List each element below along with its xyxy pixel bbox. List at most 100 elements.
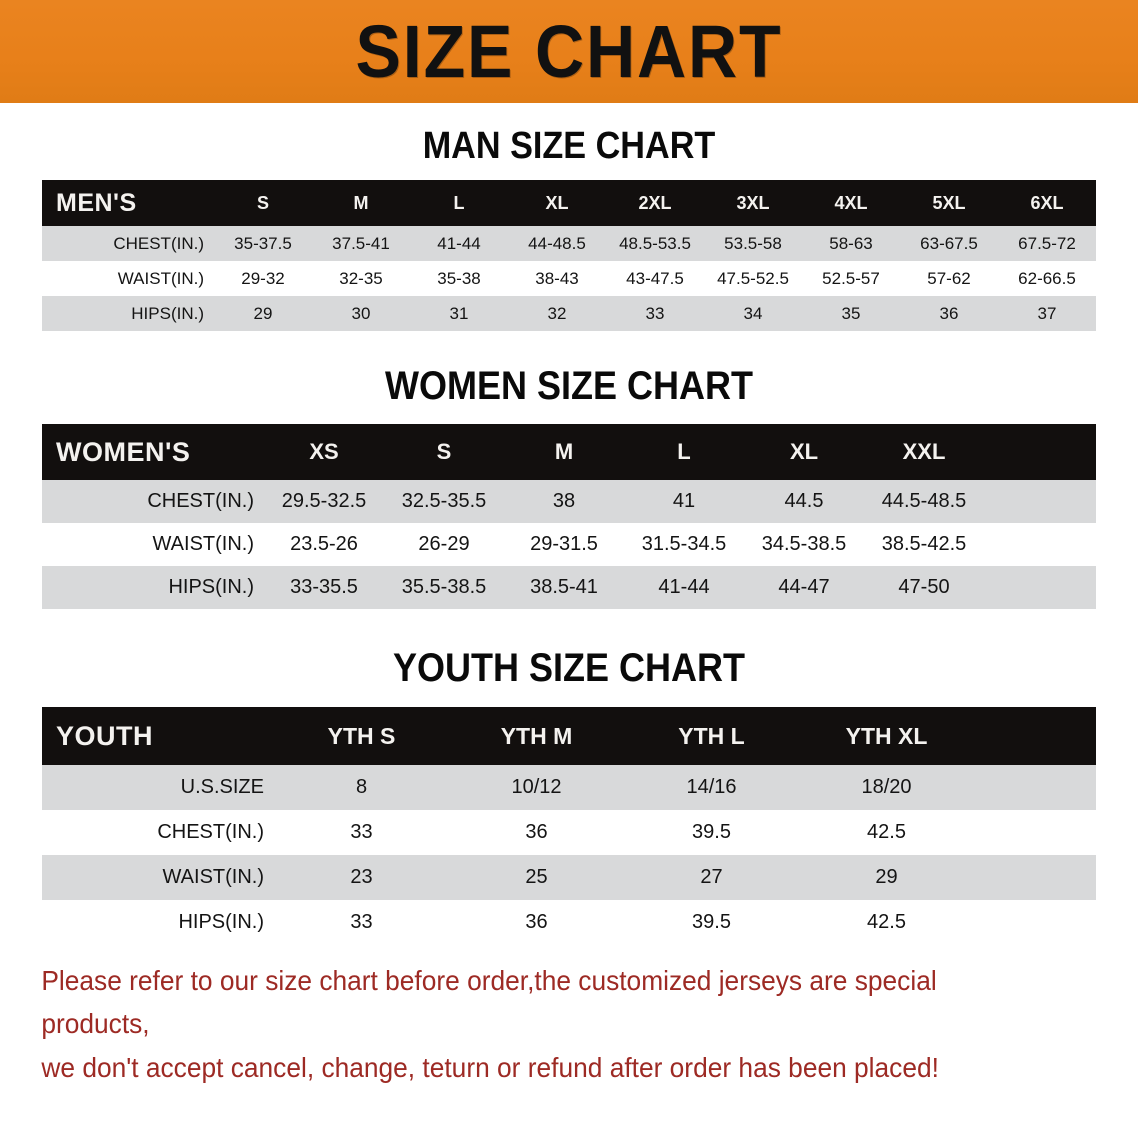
table-cell: 33 bbox=[350, 821, 373, 843]
table-cell: 41-44 bbox=[658, 576, 710, 598]
men-col-2xl: 2XL bbox=[638, 192, 672, 213]
men-col-3xl: 3XL bbox=[736, 192, 770, 213]
men-col-m: M bbox=[353, 192, 369, 213]
women-table-header-row: WOMEN'S XS S M L XL XXL bbox=[42, 424, 1096, 480]
women-section-heading: WOMEN SIZE CHART bbox=[385, 364, 753, 408]
youth-col-yth-m: YTH M bbox=[500, 722, 573, 749]
youth-header-label: YOUTH bbox=[56, 720, 153, 751]
table-cell: 34.5-38.5 bbox=[761, 533, 847, 555]
table-row: CHEST(IN.) 29.5-32.5 32.5-35.5 38 41 44.… bbox=[42, 480, 1096, 523]
table-cell: 29-32 bbox=[241, 268, 285, 288]
table-cell: 47-50 bbox=[898, 576, 950, 598]
table-cell-spacer bbox=[974, 765, 1096, 810]
table-cell: 38-43 bbox=[535, 268, 579, 288]
man-chart-wrap: MEN'S S M L XL 2XL 3XL 4XL 5XL 6XL CHEST… bbox=[0, 180, 1138, 331]
women-chart-wrap: WOMEN'S XS S M L XL XXL CHEST(IN.) 29.5-… bbox=[0, 424, 1138, 609]
table-cell: 67.5-72 bbox=[1018, 233, 1076, 253]
page-title: SIZE CHART bbox=[355, 9, 783, 93]
table-cell-spacer bbox=[984, 566, 1096, 609]
table-cell: 25 bbox=[525, 866, 548, 888]
men-col-l: L bbox=[453, 192, 465, 213]
table-cell: 53.5-58 bbox=[724, 233, 782, 253]
table-cell: 27 bbox=[700, 866, 723, 888]
table-cell: 23.5-26 bbox=[290, 533, 358, 555]
women-col-l: L bbox=[677, 439, 691, 464]
table-cell: 38.5-41 bbox=[530, 576, 598, 598]
table-row: WAIST(IN.) 23.5-26 26-29 29-31.5 31.5-34… bbox=[42, 523, 1096, 566]
women-header-label: WOMEN'S bbox=[56, 436, 191, 467]
table-cell: 29.5-32.5 bbox=[281, 490, 367, 512]
women-col-m: M bbox=[554, 439, 574, 464]
youth-table-header-row: YOUTH YTH S YTH M YTH L YTH XL bbox=[42, 707, 1096, 765]
table-cell: 42.5 bbox=[867, 911, 906, 933]
men-row-label-chest: CHEST(IN.) bbox=[113, 233, 204, 253]
table-cell: 58-63 bbox=[829, 233, 873, 253]
table-row: HIPS(IN.) 33-35.5 35.5-38.5 38.5-41 41-4… bbox=[42, 566, 1096, 609]
women-row-label-waist: WAIST(IN.) bbox=[152, 533, 254, 555]
table-cell-spacer bbox=[974, 900, 1096, 945]
table-cell: 29 bbox=[875, 866, 898, 888]
size-chart-banner: SIZE CHART bbox=[0, 0, 1138, 103]
table-cell: 39.5 bbox=[692, 821, 731, 843]
table-cell: 38 bbox=[552, 490, 576, 512]
table-cell: 29 bbox=[253, 303, 273, 323]
table-cell-spacer bbox=[984, 480, 1096, 523]
table-cell: 43-47.5 bbox=[626, 268, 684, 288]
youth-section-heading: YOUTH SIZE CHART bbox=[392, 646, 746, 690]
order-policy-disclaimer: Please refer to our size chart before or… bbox=[0, 959, 1070, 1089]
youth-row-label-hips: HIPS(IN.) bbox=[178, 911, 264, 933]
table-cell-spacer bbox=[984, 523, 1096, 566]
men-col-4xl: 4XL bbox=[834, 192, 868, 213]
table-cell: 32.5-35.5 bbox=[401, 490, 487, 512]
table-row: CHEST(IN.) 33 36 39.5 42.5 bbox=[42, 810, 1096, 855]
table-cell: 32 bbox=[547, 303, 567, 323]
youth-row-label-waist: WAIST(IN.) bbox=[162, 866, 264, 888]
men-row-label-hips: HIPS(IN.) bbox=[131, 303, 204, 323]
table-cell: 44-47 bbox=[778, 576, 830, 598]
table-cell: 57-62 bbox=[927, 268, 971, 288]
youth-col-spacer bbox=[974, 707, 1096, 765]
table-cell: 35.5-38.5 bbox=[401, 576, 487, 598]
women-size-table: WOMEN'S XS S M L XL XXL CHEST(IN.) 29.5-… bbox=[42, 424, 1096, 609]
women-col-s: S bbox=[436, 439, 452, 464]
table-cell: 34 bbox=[743, 303, 763, 323]
table-cell: 29-31.5 bbox=[530, 533, 598, 555]
table-cell: 31 bbox=[449, 303, 469, 323]
youth-col-yth-l: YTH L bbox=[678, 722, 745, 749]
women-col-spacer bbox=[984, 424, 1096, 480]
table-cell: 36 bbox=[939, 303, 959, 323]
men-header-label: MEN'S bbox=[56, 188, 137, 217]
table-cell-spacer bbox=[974, 810, 1096, 855]
table-cell: 42.5 bbox=[867, 821, 906, 843]
youth-chart-wrap: YOUTH YTH S YTH M YTH L YTH XL U.S.SIZE … bbox=[0, 707, 1138, 945]
disclaimer-line-1: Please refer to our size chart before or… bbox=[41, 965, 937, 1040]
table-cell: 62-66.5 bbox=[1018, 268, 1076, 288]
youth-row-label-chest: CHEST(IN.) bbox=[157, 821, 264, 843]
table-row: HIPS(IN.) 29 30 31 32 33 34 35 36 37 bbox=[42, 296, 1096, 331]
table-cell: 38.5-42.5 bbox=[881, 533, 967, 555]
man-section-heading: MAN SIZE CHART bbox=[422, 125, 716, 167]
table-cell: 10/12 bbox=[511, 776, 562, 798]
table-cell: 8 bbox=[355, 776, 368, 798]
youth-row-label-us-size: U.S.SIZE bbox=[180, 776, 264, 798]
men-col-6xl: 6XL bbox=[1030, 192, 1064, 213]
table-cell: 32-35 bbox=[339, 268, 383, 288]
table-cell: 35-38 bbox=[437, 268, 481, 288]
table-cell: 52.5-57 bbox=[822, 268, 880, 288]
women-row-label-hips: HIPS(IN.) bbox=[168, 576, 254, 598]
table-cell: 33 bbox=[350, 911, 373, 933]
men-size-table: MEN'S S M L XL 2XL 3XL 4XL 5XL 6XL CHEST… bbox=[42, 180, 1096, 331]
table-cell: 44.5-48.5 bbox=[881, 490, 967, 512]
table-cell: 41-44 bbox=[437, 233, 481, 253]
table-cell: 37 bbox=[1037, 303, 1057, 323]
table-cell: 33-35.5 bbox=[290, 576, 358, 598]
table-cell: 63-67.5 bbox=[920, 233, 978, 253]
table-cell: 14/16 bbox=[686, 776, 737, 798]
youth-size-table: YOUTH YTH S YTH M YTH L YTH XL U.S.SIZE … bbox=[42, 707, 1096, 945]
youth-col-yth-xl: YTH XL bbox=[845, 722, 928, 749]
women-col-xs: XS bbox=[309, 439, 339, 464]
women-row-label-chest: CHEST(IN.) bbox=[147, 490, 254, 512]
table-cell: 41 bbox=[672, 490, 696, 512]
table-row: HIPS(IN.) 33 36 39.5 42.5 bbox=[42, 900, 1096, 945]
table-row: CHEST(IN.) 35-37.5 37.5-41 41-44 44-48.5… bbox=[42, 226, 1096, 261]
